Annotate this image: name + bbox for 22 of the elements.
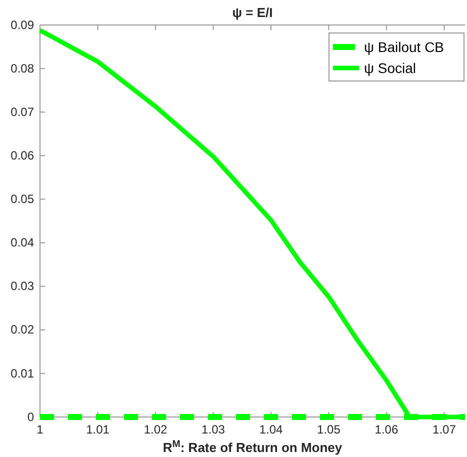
x-tick-label: 1.01 [86,422,110,437]
y-tick-label: 0.01 [10,366,34,380]
y-tick-label: 0.03 [10,279,34,294]
x-tick-label: 1.03 [202,422,226,437]
x-axis-title: R$^{M}$: Rate of Return on Money [162,438,343,455]
y-tick-label: 0.06 [10,148,34,163]
x-tick-label: 1.02 [144,422,168,437]
legend-label: ψ Bailout CB [364,39,444,55]
x-tick-label: 1.06 [374,422,398,437]
x-tick-label: 1 [36,422,44,437]
x-tick-label: 1.07 [432,422,456,437]
y-tick-label: 0.07 [10,104,34,119]
y-tick-label: 0.04 [10,236,34,250]
chart-title: ψ = E/I [232,5,273,20]
y-tick-label: 0 [27,410,34,424]
x-tick-label: 1.05 [317,422,341,437]
y-tick-label: 0.02 [10,322,34,337]
x-tick-label: 1.04 [259,422,283,437]
y-tick-label: 0.09 [10,18,34,32]
y-tick-label: 0.05 [10,192,34,206]
legend-label: ψ Social [364,60,416,76]
y-tick-label: 0.08 [10,61,34,76]
